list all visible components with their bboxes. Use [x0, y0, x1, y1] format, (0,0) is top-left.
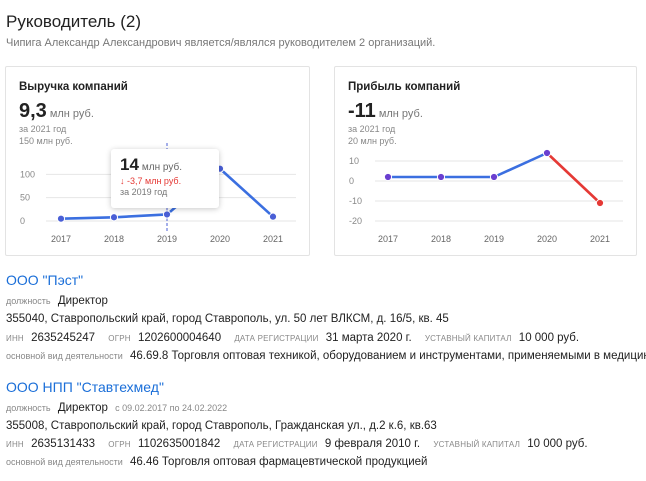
tooltip-change: ↓ -3,7 млн руб.	[120, 176, 182, 186]
reg-date-value: 9 февраля 2010 г.	[324, 438, 421, 450]
revenue-data-point	[56, 214, 66, 223]
section-heading: Руководитель (2)	[6, 12, 142, 31]
profit-x-tick-label: 2017	[378, 234, 398, 244]
revenue-x-tick-label: 2017	[51, 234, 71, 244]
profit-card: Прибыль компаний -11 млн руб. за 2021 год…	[334, 66, 637, 256]
capital-label: УСТАВНЫЙ КАПИТАЛ	[424, 334, 512, 343]
capital-value: 10 000 руб.	[527, 438, 588, 450]
profit-series-line-segment	[545, 151, 602, 205]
profit-card-title: Прибыль компаний	[348, 81, 461, 93]
org-activity-row: основной вид деятельности 46.46 Торговля…	[6, 456, 427, 468]
revenue-axis-unit: 150 млн руб.	[19, 136, 73, 146]
ogrn-value: 1102635001842	[137, 438, 221, 450]
profit-data-point	[595, 198, 605, 208]
revenue-x-tick-label: 2018	[104, 234, 124, 244]
revenue-x-tick-label: 2019	[157, 234, 177, 244]
revenue-series-line-segment	[218, 167, 275, 218]
activity-label: основной вид деятельности	[6, 351, 123, 361]
profit-y-tick-label: -20	[349, 216, 362, 226]
profit-y-tick-label: 0	[349, 176, 354, 186]
org-activity-row: основной вид деятельности 46.69.8 Торгов…	[6, 350, 646, 362]
revenue-series-line-segment	[112, 213, 169, 219]
ogrn-value: 1202600004640	[137, 332, 222, 344]
profit-axis-unit: 20 млн руб.	[348, 136, 397, 146]
org-address: 355040, Ставропольский край, город Ставр…	[6, 313, 449, 325]
ogrn-label: ОГРН	[108, 440, 131, 449]
position-value: Директор	[57, 402, 108, 414]
inn-label: ИНН	[6, 440, 24, 449]
ogrn-label: ОГРН	[108, 334, 131, 343]
profit-data-point	[436, 172, 446, 182]
profit-value-number: -11	[348, 100, 376, 122]
profit-x-tick-label: 2021	[590, 234, 610, 244]
position-value: Директор	[57, 295, 108, 307]
revenue-data-point	[268, 212, 278, 221]
profit-value-unit: млн руб.	[378, 108, 423, 120]
org-registry-row: ИНН 2635245247 ОГРН 1202600004640 ДАТА Р…	[6, 332, 579, 344]
tooltip-period: за 2019 год	[120, 187, 168, 197]
org-name-link[interactable]: ООО НПП "Ставтехмед"	[6, 379, 164, 395]
revenue-card-title: Выручка компаний	[19, 81, 128, 93]
profit-x-tick-label: 2019	[484, 234, 504, 244]
reg-date-value: 31 марта 2020 г.	[325, 332, 412, 344]
reg-date-label: ДАТА РЕГИСТРАЦИИ	[233, 440, 318, 449]
section-subtitle: Чипига Александр Александрович является/…	[6, 37, 436, 49]
reg-date-label: ДАТА РЕГИСТРАЦИИ	[234, 334, 319, 343]
revenue-series-line-segment	[59, 215, 116, 220]
activity-label: основной вид деятельности	[6, 457, 123, 467]
tooltip-value: 14	[120, 155, 139, 174]
revenue-y-tick-label: 100	[20, 169, 35, 179]
profit-data-point	[383, 172, 393, 182]
revenue-tooltip: 14 млн руб. ↓ -3,7 млн руб. за 2019 год	[111, 149, 219, 208]
profit-value: -11 млн руб.	[348, 100, 423, 123]
capital-label: УСТАВНЫЙ КАПИТАЛ	[433, 440, 521, 449]
profit-x-tick-label: 2020	[537, 234, 557, 244]
profit-data-point	[489, 172, 499, 182]
revenue-chart[interactable]: 150 млн руб. 100 50 0 2017 2018 2019 2020 2021	[6, 67, 309, 255]
org-registry-row: ИНН 2635131433 ОГРН 1102635001842 ДАТА Р…	[6, 438, 588, 450]
position-label: должность	[6, 403, 51, 413]
revenue-x-tick-label: 2021	[263, 234, 283, 244]
activity-value: 46.69.8 Торговля оптовая техникой, обору…	[129, 350, 646, 362]
revenue-data-point	[109, 213, 119, 222]
profit-chart[interactable]: 20 млн руб. 10 0 -10 -20 2017 2018 2019 2020 202…	[335, 67, 636, 255]
revenue-value-number: 9,3	[19, 100, 47, 122]
inn-label: ИНН	[6, 334, 24, 343]
profit-y-tick-label: -10	[349, 196, 362, 206]
revenue-y-tick-label: 0	[20, 216, 25, 226]
org-address: 355008, Ставропольский край, город Ставр…	[6, 420, 437, 432]
profit-x-tick-label: 2018	[431, 234, 451, 244]
revenue-y-tick-label: 50	[20, 193, 30, 203]
org-name-link[interactable]: ООО "Пэст"	[6, 272, 84, 288]
revenue-x-tick-label: 2020	[210, 234, 230, 244]
org-position-row: должность Директор с 09.02.2017 по 24.02…	[6, 402, 227, 414]
revenue-data-point	[162, 210, 172, 219]
activity-value: 46.46 Торговля оптовая фармацевтической …	[129, 456, 428, 468]
inn-value: 2635245247	[31, 332, 96, 344]
profit-period: за 2021 год	[348, 124, 396, 134]
revenue-value: 9,3 млн руб.	[19, 100, 94, 123]
profit-series-line-segment	[492, 151, 549, 179]
inn-value: 2635131433	[31, 438, 96, 450]
revenue-card: Выручка компаний 9,3 млн руб. за 2021 год…	[5, 66, 310, 256]
revenue-period: за 2021 год	[19, 124, 67, 134]
position-label: должность	[6, 296, 51, 306]
profit-y-tick-label: 10	[349, 156, 359, 166]
capital-value: 10 000 руб.	[518, 332, 580, 344]
org-position-row: должность Директор	[6, 295, 108, 307]
position-period: с 09.02.2017 по 24.02.2022	[115, 403, 228, 413]
profit-data-point	[542, 148, 552, 158]
revenue-value-unit: млн руб.	[49, 108, 94, 120]
tooltip-unit: млн руб.	[141, 162, 182, 173]
